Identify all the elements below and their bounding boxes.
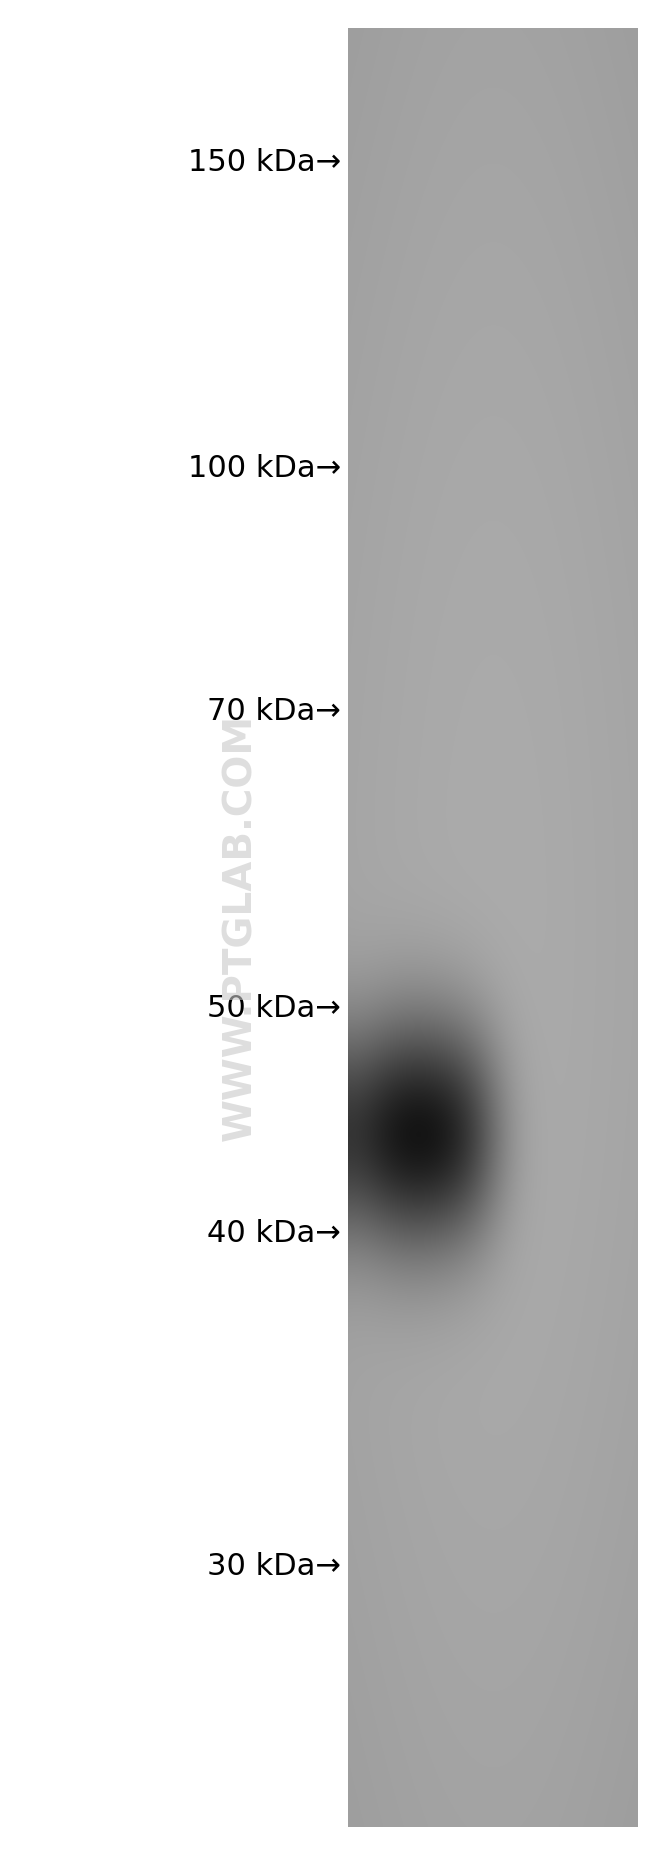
Text: 150 kDa→: 150 kDa→: [188, 148, 341, 178]
Text: 100 kDa→: 100 kDa→: [188, 454, 341, 482]
Text: 70 kDa→: 70 kDa→: [207, 697, 341, 725]
Text: 30 kDa→: 30 kDa→: [207, 1553, 341, 1580]
Text: WWW.PTGLAB.COM: WWW.PTGLAB.COM: [222, 714, 259, 1141]
Text: 50 kDa→: 50 kDa→: [207, 994, 341, 1022]
Text: 40 kDa→: 40 kDa→: [207, 1219, 341, 1248]
